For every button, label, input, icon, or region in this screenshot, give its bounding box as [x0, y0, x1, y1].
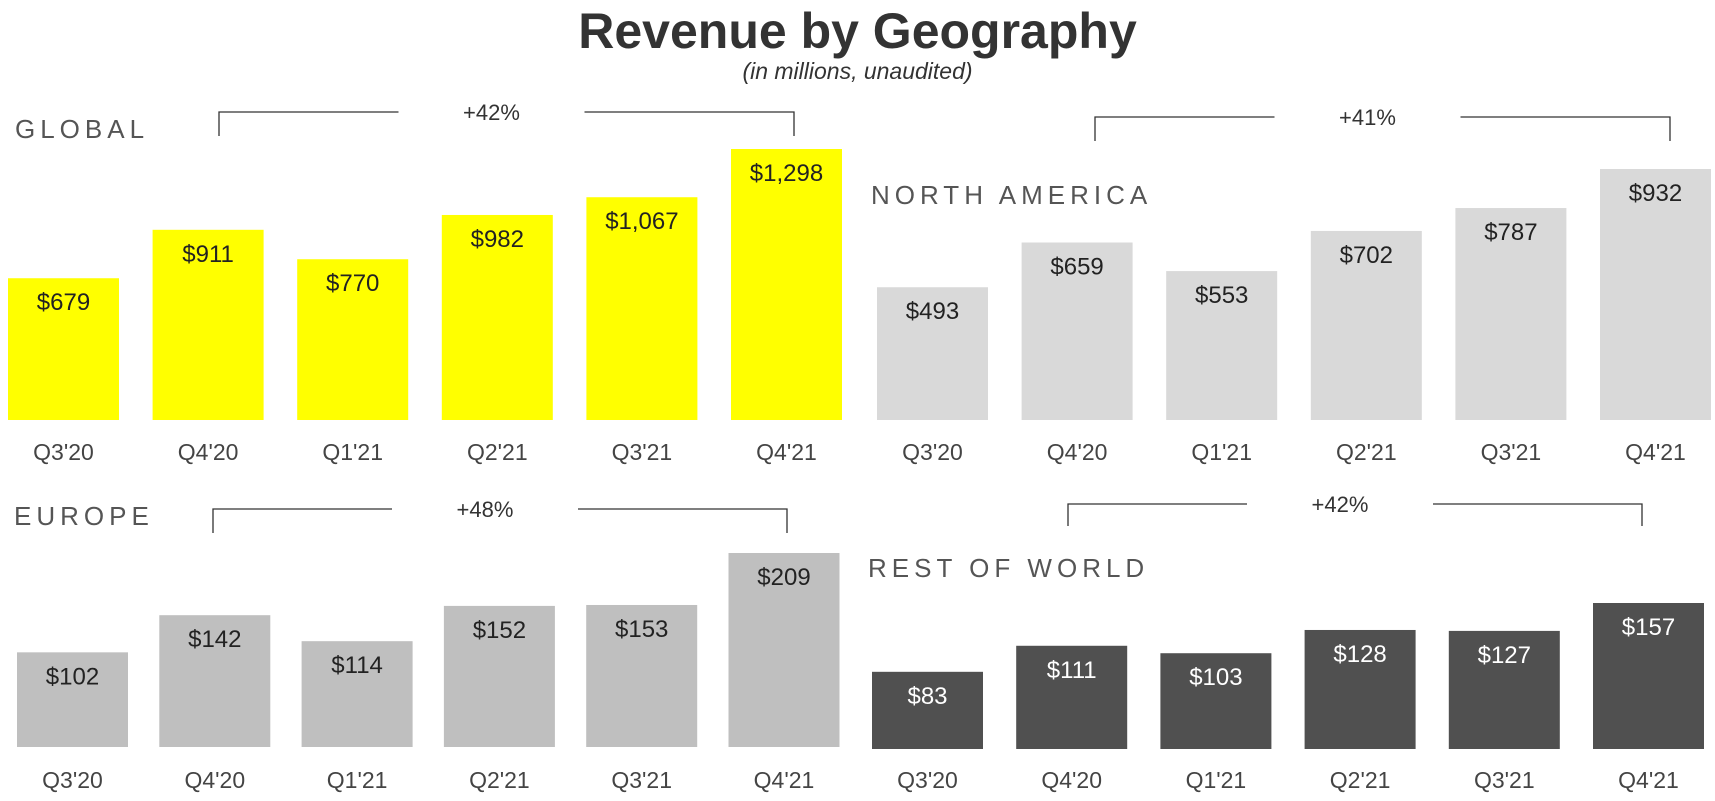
europe-growth-bracket	[212, 508, 788, 533]
global-bar	[586, 197, 698, 420]
global-bar	[152, 229, 264, 420]
north-america-tick-label: Q3'21	[1481, 439, 1542, 465]
north-america-growth-bracket	[1094, 116, 1671, 141]
europe-region-label: EUROPE	[14, 501, 154, 531]
europe-value-label: $102	[46, 663, 99, 690]
europe-bar	[443, 605, 555, 747]
europe-tick-label: Q1'21	[327, 767, 388, 793]
north-america-value-label: $702	[1340, 242, 1393, 269]
rest-of-world-value-label: $111	[1047, 657, 1097, 684]
europe-value-label: $152	[473, 617, 526, 644]
north-america-bar	[1310, 230, 1422, 420]
rest-of-world-region-label: REST OF WORLD	[868, 553, 1149, 583]
north-america-bar	[1600, 169, 1711, 420]
global-value-label: $679	[37, 289, 90, 316]
global-value-label: $1,067	[605, 208, 678, 235]
page-title: Revenue by Geography	[578, 3, 1137, 59]
global-tick-label: Q1'21	[322, 439, 383, 465]
north-america-bar	[877, 287, 988, 420]
north-america-tick-label: Q1'21	[1191, 439, 1252, 465]
europe-value-label: $153	[615, 616, 668, 643]
europe-tick-label: Q4'21	[754, 767, 815, 793]
europe-value-label: $209	[757, 564, 810, 591]
rest-of-world-value-label: $83	[907, 683, 947, 710]
global-growth-label: +42%	[463, 100, 520, 125]
europe-tick-label: Q4'20	[184, 767, 245, 793]
rest-of-world-bar	[872, 671, 983, 749]
europe-bar	[17, 652, 128, 747]
global-bar	[731, 149, 842, 420]
north-america-tick-label: Q4'21	[1625, 439, 1686, 465]
global-bar	[441, 214, 553, 420]
global-tick-label: Q3'20	[33, 439, 94, 465]
north-america-value-label: $787	[1484, 219, 1537, 246]
global-region-label: GLOBAL	[15, 114, 149, 144]
europe-growth-label: +48%	[457, 497, 514, 522]
global-tick-label: Q3'21	[612, 439, 673, 465]
rest-of-world-value-label: $157	[1622, 614, 1675, 641]
global-value-label: $1,298	[750, 160, 823, 187]
north-america-bar	[1166, 271, 1278, 420]
europe-tick-label: Q3'20	[42, 767, 103, 793]
rest-of-world-tick-label: Q3'20	[897, 767, 958, 793]
rest-of-world-bar	[1016, 645, 1128, 749]
global-tick-label: Q4'21	[756, 439, 817, 465]
north-america-tick-label: Q3'20	[902, 439, 963, 465]
europe-bar	[586, 604, 698, 747]
rest-of-world-value-label: $128	[1333, 641, 1386, 668]
global-value-label: $982	[471, 226, 524, 253]
north-america-value-label: $659	[1050, 254, 1103, 281]
page-subtitle: (in millions, unaudited)	[742, 58, 973, 84]
rest-of-world-tick-label: Q1'21	[1186, 767, 1247, 793]
rest-of-world-value-label: $103	[1189, 664, 1242, 691]
europe-tick-label: Q2'21	[469, 767, 530, 793]
north-america-value-label: $493	[906, 298, 959, 325]
europe-bar	[728, 553, 840, 747]
north-america-value-label: $932	[1629, 180, 1682, 207]
rest-of-world-tick-label: Q2'21	[1330, 767, 1391, 793]
rest-of-world-tick-label: Q3'21	[1474, 767, 1535, 793]
rest-of-world-bar	[1160, 653, 1272, 749]
rest-of-world-growth-label: +42%	[1312, 492, 1369, 517]
global-bar	[297, 259, 409, 420]
north-america-value-label: $553	[1195, 282, 1248, 309]
rest-of-world-bar	[1448, 630, 1560, 749]
global-tick-label: Q2'21	[467, 439, 528, 465]
north-america-growth-label: +41%	[1339, 105, 1396, 130]
rest-of-world-bar	[1593, 603, 1704, 749]
rest-of-world-value-label: $127	[1478, 642, 1531, 669]
north-america-tick-label: Q2'21	[1336, 439, 1397, 465]
europe-tick-label: Q3'21	[611, 767, 672, 793]
global-bar	[8, 278, 119, 420]
europe-bar	[301, 641, 413, 747]
europe-bar	[159, 615, 271, 747]
rest-of-world-growth-bracket	[1067, 503, 1643, 526]
north-america-bar	[1021, 242, 1133, 420]
north-america-region-label: NORTH AMERICA	[871, 180, 1152, 210]
global-growth-bracket	[218, 111, 795, 136]
global-tick-label: Q4'20	[178, 439, 239, 465]
north-america-bar	[1455, 208, 1567, 420]
europe-value-label: $114	[331, 652, 383, 679]
europe-value-label: $142	[188, 626, 241, 653]
rest-of-world-tick-label: Q4'20	[1041, 767, 1102, 793]
global-value-label: $770	[326, 270, 379, 297]
north-america-tick-label: Q4'20	[1047, 439, 1108, 465]
rest-of-world-bar	[1304, 629, 1416, 749]
rest-of-world-tick-label: Q4'21	[1618, 767, 1679, 793]
global-value-label: $911	[182, 241, 234, 268]
